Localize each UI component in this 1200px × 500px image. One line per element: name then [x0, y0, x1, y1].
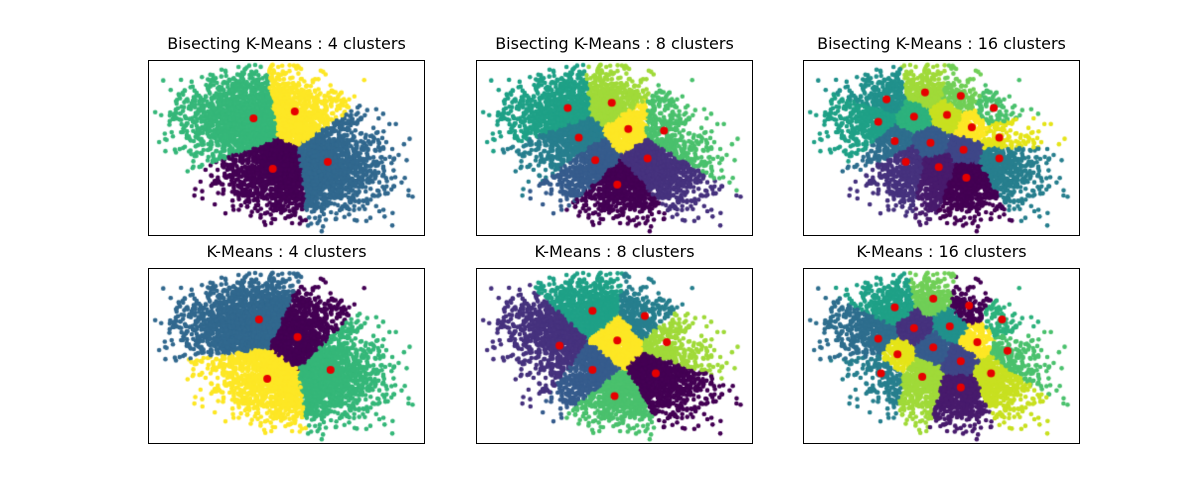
scatter-plot-kmeans-4: [148, 268, 425, 444]
plot-title-bisecting-16: Bisecting K-Means : 16 clusters: [817, 34, 1066, 53]
scatter-plot-kmeans-8: [476, 268, 753, 444]
subplot-kmeans-4-clusters: K-Means : 4 clusters: [148, 242, 425, 444]
scatter-plot-kmeans-16: [803, 268, 1080, 444]
plot-title-kmeans-16: K-Means : 16 clusters: [856, 242, 1027, 261]
plot-title-kmeans-4: K-Means : 4 clusters: [206, 242, 367, 261]
plot-title-kmeans-8: K-Means : 8 clusters: [534, 242, 695, 261]
plot-title-bisecting-8: Bisecting K-Means : 8 clusters: [495, 34, 734, 53]
subplot-kmeans-8-clusters: K-Means : 8 clusters: [476, 242, 753, 444]
subplot-bisecting-kmeans-8-clusters: Bisecting K-Means : 8 clusters: [476, 34, 753, 236]
subplot-kmeans-16-clusters: K-Means : 16 clusters: [803, 242, 1080, 444]
scatter-plot-bisecting-16: [803, 60, 1080, 236]
plot-title-bisecting-4: Bisecting K-Means : 4 clusters: [167, 34, 406, 53]
scatter-plot-bisecting-8: [476, 60, 753, 236]
scatter-plot-bisecting-4: [148, 60, 425, 236]
subplot-bisecting-kmeans-4-clusters: Bisecting K-Means : 4 clusters: [148, 34, 425, 236]
subplot-bisecting-kmeans-16-clusters: Bisecting K-Means : 16 clusters: [803, 34, 1080, 236]
